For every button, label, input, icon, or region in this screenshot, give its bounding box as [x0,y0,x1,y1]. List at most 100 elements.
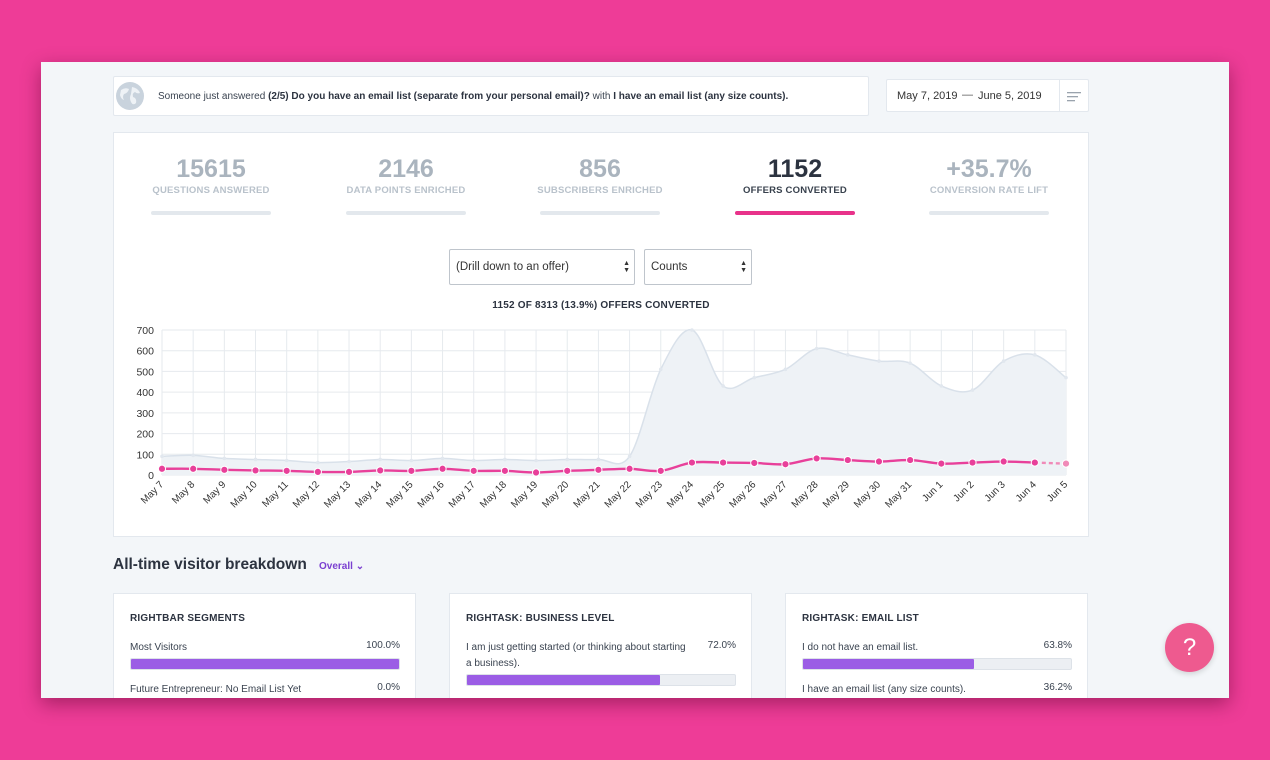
stat-conversion-rate-lift[interactable]: +35.7% CONVERSION RATE LIFT [892,155,1086,196]
series-total-point [627,454,632,459]
series-converted-point [781,460,790,469]
row-percent: 0.0% [377,682,400,693]
x-tick-label: May 18 [478,479,509,510]
x-tick-label: May 8 [170,479,197,506]
ticker-with: with [592,91,611,102]
series-total-point [378,457,383,462]
series-total-point [222,456,227,461]
stat-label: OFFERS CONVERTED [742,185,847,196]
stat-data-points-enriched[interactable]: 2146 DATA POINTS ENRICHED [309,155,503,196]
y-tick-label: 400 [136,387,154,399]
live-answer-ticker: Someone just answered (2/5) Do you have … [113,76,869,116]
select-arrows-icon: ▲ ▼ [623,260,630,274]
progress-track [130,658,400,670]
series-converted-point [282,466,291,475]
stat-label: DATA POINTS ENRICHED [346,185,466,196]
series-converted-point [687,458,697,467]
breakdown-filter-label: Overall [319,561,353,572]
stat-value: 856 [579,155,621,183]
card-rightbar-segments: RIGHTBAR SEGMENTS Most Visitors 100.0% F… [113,593,416,698]
y-tick-label: 600 [136,346,154,358]
series-total-point [970,388,975,392]
series-total-point [596,457,601,462]
series-converted-point [438,464,447,473]
stat-value: 1152 [767,155,823,183]
series-total-point [1001,359,1006,363]
series-total-point [939,384,944,388]
stat-indicator [151,211,271,215]
x-tick-label: May 12 [291,479,322,510]
breakdown-row[interactable]: I do not have an email list. 63.8% [802,640,1072,670]
stat-subscribers-enriched[interactable]: 856 SUBSCRIBERS ENRICHED [503,155,697,196]
row-label: I do not have an email list. [802,642,919,653]
series-converted-point [344,467,354,476]
series-total-point [1064,375,1068,380]
mode-select-value: Counts [651,261,688,273]
offer-select-value: (Drill down to an offer) [456,261,569,273]
x-tick-label: May 24 [665,479,696,510]
x-tick-label: Jun 1 [920,479,945,504]
card-title: RIGHTASK: BUSINESS LEVEL [466,613,615,624]
x-tick-label: May 9 [201,479,228,506]
stat-value: 2146 [378,155,434,183]
series-total-point [814,346,819,351]
progress-track [466,674,736,686]
progress-fill [131,659,399,669]
y-tick-label: 500 [136,366,154,378]
series-converted-point [843,455,852,465]
breakdown-row[interactable]: Future Entrepreneur: No Email List Yet 0… [130,682,400,698]
filter-menu-icon[interactable] [1067,92,1081,102]
x-tick-label: May 10 [229,479,260,510]
app-window: Someone just answered (2/5) Do you have … [41,62,1229,698]
date-start[interactable]: May 7, 2019 [897,90,958,102]
row-percent: 72.0% [707,640,736,651]
series-total-point [253,457,258,462]
row-label: I am just getting started (or thinking a… [466,642,686,669]
stat-indicator [346,211,466,215]
breakdown-row[interactable]: I have an email list (any size counts). … [802,682,1072,698]
help-button[interactable]: ? [1165,623,1214,672]
series-total-point [690,328,694,332]
date-end[interactable]: June 5, 2019 [978,90,1042,102]
mode-select[interactable]: Counts ▲ ▼ [644,249,752,285]
series-total-point [191,453,195,458]
stat-offers-converted[interactable]: 1152 OFFERS CONVERTED [698,155,892,196]
ticker-answer: I have an email list (any size counts). [613,91,789,102]
breakdown-row[interactable]: Most Visitors 100.0% [130,640,400,670]
date-divider [1059,80,1060,111]
series-total-point [752,375,757,380]
card-email-list: RIGHTASK: EMAIL LIST I do not have an em… [785,593,1088,698]
date-range-picker[interactable]: May 7, 2019 — June 5, 2019 [886,79,1089,112]
stat-value: +35.7% [946,155,1032,183]
x-tick-label: Jun 4 [1014,479,1039,504]
series-converted-point [313,467,322,476]
stat-label: SUBSCRIBERS ENRICHED [537,185,663,196]
x-tick-label: May 25 [696,479,727,510]
series-converted-point [719,458,728,467]
series-converted-point [594,465,603,474]
ticker-question: Do you have an email list (separate from… [291,91,590,102]
chart-title: 1152 OF 8313 (13.9%) OFFERS CONVERTED [492,300,710,311]
x-tick-label: May 29 [821,479,852,510]
x-tick-label: May 16 [416,479,447,510]
series-converted-point [750,458,759,468]
stat-label: QUESTIONS ANSWERED [152,185,270,196]
card-business-level: RIGHTASK: BUSINESS LEVEL I am just getti… [449,593,752,698]
x-tick-label: Jun 3 [983,479,1008,504]
row-label: Future Entrepreneur: No Email List Yet [130,684,302,695]
series-converted-point [937,459,946,468]
series-total-point [908,361,912,365]
stat-indicator-active [735,211,855,215]
offer-select[interactable]: (Drill down to an offer) ▲ ▼ [449,249,635,285]
row-percent: 100.0% [366,640,400,651]
breakdown-filter[interactable]: Overall ⌄ [319,561,364,572]
series-converted-point [469,466,478,475]
stat-questions-answered[interactable]: 15615 QUESTIONS ANSWERED [114,155,308,196]
stat-label: CONVERSION RATE LIFT [929,185,1049,196]
series-total-point [471,458,476,463]
x-tick-label: May 20 [540,479,571,510]
series-total-point [284,458,289,463]
breakdown-row[interactable]: I am just getting started (or thinking a… [466,640,736,686]
series-total-point [1033,353,1037,357]
